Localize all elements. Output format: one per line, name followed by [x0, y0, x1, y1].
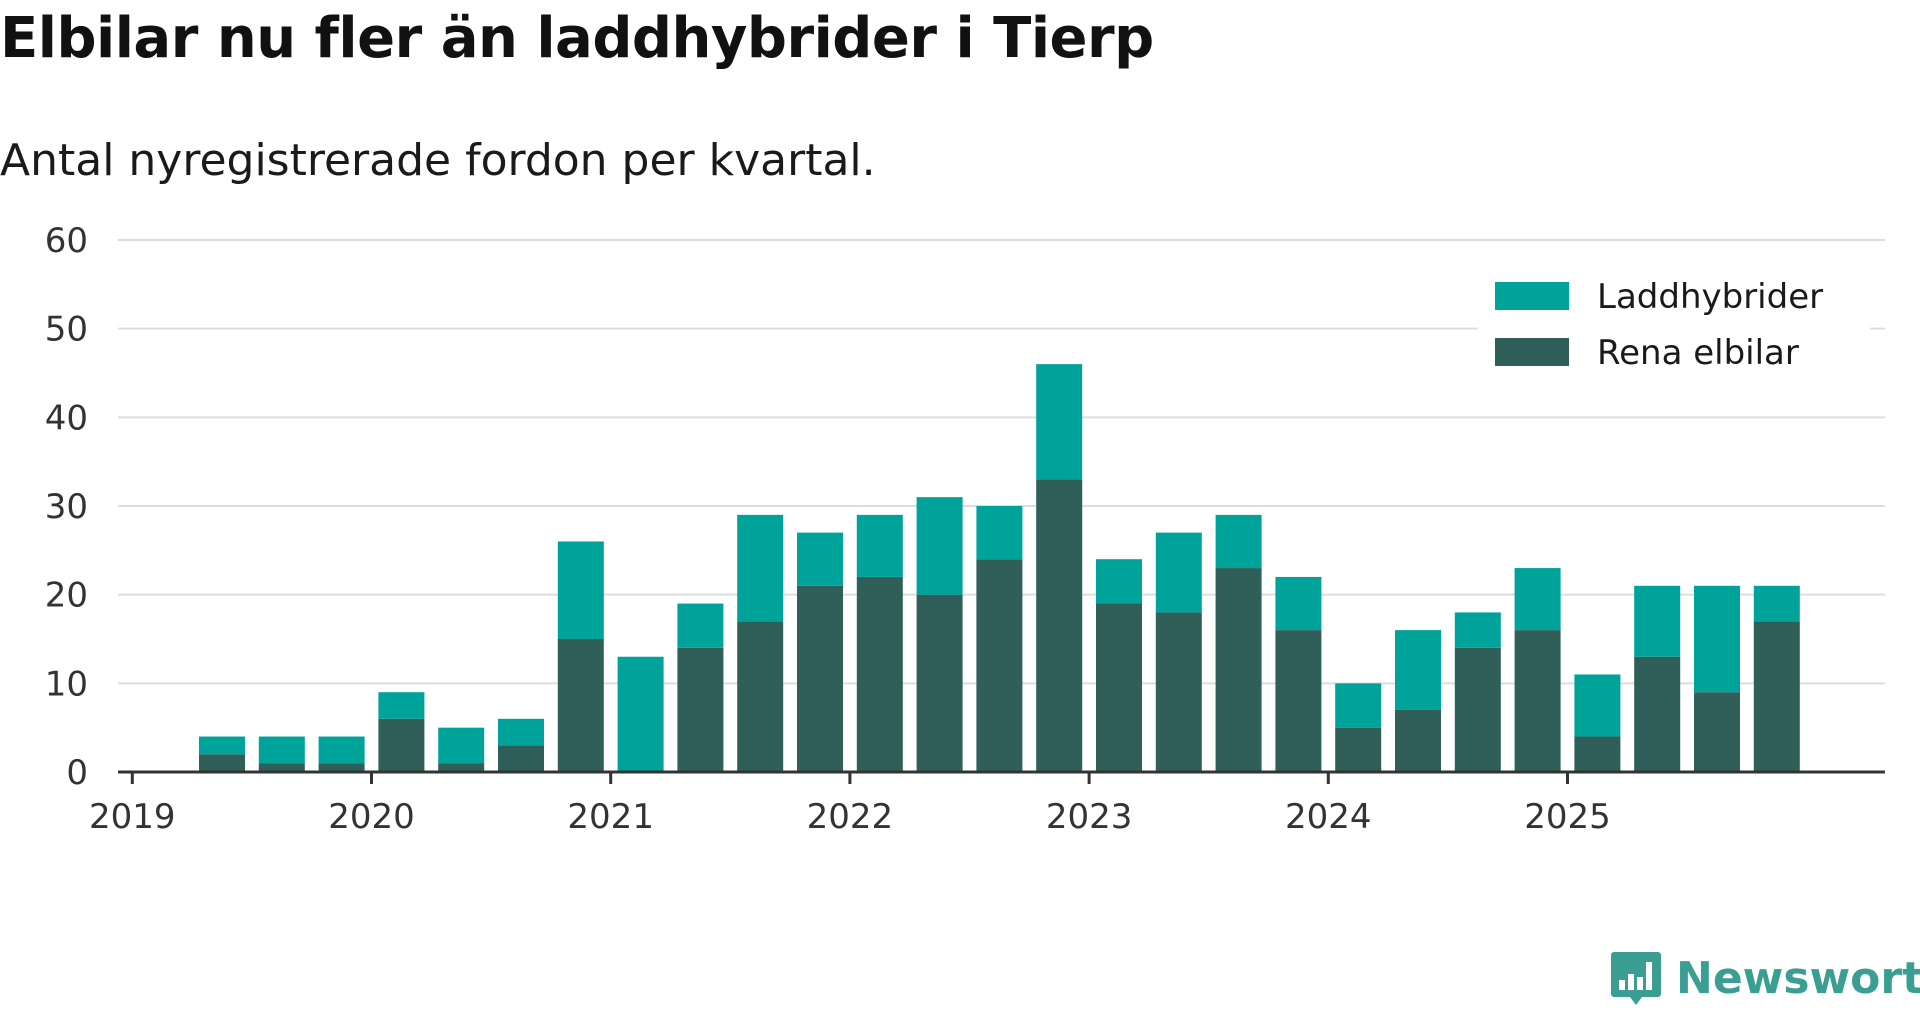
bar-rena-elbilar	[856, 576, 903, 772]
bar-rena-elbilar	[1215, 568, 1262, 772]
bar-rena-elbilar	[1454, 647, 1501, 772]
x-tick-label: 2022	[807, 797, 894, 837]
bar-laddhybrider	[797, 532, 843, 586]
bar-laddhybrider	[318, 736, 365, 764]
bar-laddhybrider	[557, 541, 604, 639]
x-tick-label: 2023	[1046, 797, 1133, 837]
bar-laddhybrider	[438, 727, 485, 764]
x-axis: 2019 2020 2021 2022 2023 2024 2025	[89, 770, 1885, 837]
bar-rena-elbilar	[1096, 603, 1142, 772]
legend-label-rena-elbilar: Rena elbilar	[1597, 333, 1799, 373]
y-tick-label: 10	[45, 664, 88, 704]
bar-laddhybrider	[1694, 585, 1740, 693]
y-tick-label: 0	[66, 753, 88, 793]
bar-rena-elbilar	[1753, 621, 1800, 772]
bar-chart-icon	[1611, 952, 1661, 1005]
bar-laddhybrider	[1275, 576, 1322, 631]
x-tick-label: 2024	[1285, 797, 1372, 837]
y-tick-label: 20	[45, 576, 88, 616]
bar-laddhybrider	[737, 514, 784, 622]
bar-rena-elbilar	[1694, 692, 1740, 772]
bar-rena-elbilar	[199, 754, 245, 772]
y-tick-label: 60	[45, 221, 88, 261]
bar-laddhybrider	[976, 506, 1023, 560]
bar-rena-elbilar	[916, 594, 963, 772]
bar-laddhybrider	[378, 692, 425, 719]
chart-title: Elbilar nu fler än laddhybrider i Tierp	[0, 6, 1154, 71]
bar-laddhybrider	[1096, 559, 1142, 604]
bar-laddhybrider	[1514, 568, 1561, 631]
bar-rena-elbilar	[378, 718, 425, 772]
bar-laddhybrider	[1215, 514, 1262, 569]
bar-rena-elbilar	[1335, 727, 1382, 772]
bar-laddhybrider	[1574, 674, 1621, 737]
x-tick-label: 2021	[567, 797, 654, 837]
bar-rena-elbilar	[976, 559, 1023, 772]
bar-rena-elbilar	[1275, 630, 1322, 772]
bar-laddhybrider	[199, 736, 245, 755]
bar-laddhybrider	[1634, 585, 1681, 657]
bar-laddhybrider	[617, 656, 664, 772]
bar-laddhybrider	[498, 718, 544, 746]
x-tick-label: 2020	[328, 797, 415, 837]
bar-rena-elbilar	[1574, 736, 1621, 772]
bar-rena-elbilar	[557, 639, 604, 772]
x-tick-label: 2019	[89, 797, 176, 837]
bar-rena-elbilar	[438, 763, 485, 772]
bar-laddhybrider	[677, 603, 724, 648]
bar-rena-elbilar	[258, 763, 305, 772]
bar-rena-elbilar	[737, 621, 784, 772]
y-tick-label: 30	[45, 487, 88, 527]
bar-rena-elbilar	[797, 585, 843, 772]
newsworthy-logo: Newsworthy	[1610, 950, 1920, 1006]
legend-swatch-rena-elbilar	[1495, 338, 1569, 366]
y-axis-ticks: 0 10 20 30 40 50 60	[45, 221, 88, 793]
bar-laddhybrider	[258, 736, 305, 764]
bar-rena-elbilar	[1514, 630, 1561, 772]
bar-rena-elbilar	[1155, 612, 1202, 772]
brand-name: Newsworthy	[1676, 952, 1920, 1004]
bar-rena-elbilar	[1395, 709, 1441, 772]
bar-laddhybrider	[1454, 612, 1501, 648]
bar-laddhybrider	[1155, 532, 1202, 613]
bar-laddhybrider	[916, 497, 963, 595]
x-tick-label: 2025	[1524, 797, 1611, 837]
bar-rena-elbilar	[318, 763, 365, 772]
bar-rena-elbilar	[498, 745, 544, 772]
bar-laddhybrider	[1036, 364, 1083, 480]
legend: Laddhybrider Rena elbilar	[1478, 272, 1870, 384]
bar-rena-elbilar	[1036, 479, 1083, 772]
chart-subtitle: Antal nyregistrerade fordon per kvartal.	[0, 135, 876, 186]
bar-laddhybrider	[1753, 585, 1800, 622]
legend-label-laddhybrider: Laddhybrider	[1597, 277, 1823, 317]
legend-swatch-laddhybrider	[1495, 282, 1569, 310]
bar-laddhybrider	[1395, 630, 1441, 710]
bar-rena-elbilar	[1634, 656, 1681, 772]
bar-laddhybrider	[1335, 683, 1382, 728]
y-tick-label: 40	[45, 398, 88, 438]
y-tick-label: 50	[45, 310, 88, 350]
bars	[199, 364, 1800, 772]
bar-laddhybrider	[856, 514, 903, 577]
bar-rena-elbilar	[677, 647, 724, 772]
